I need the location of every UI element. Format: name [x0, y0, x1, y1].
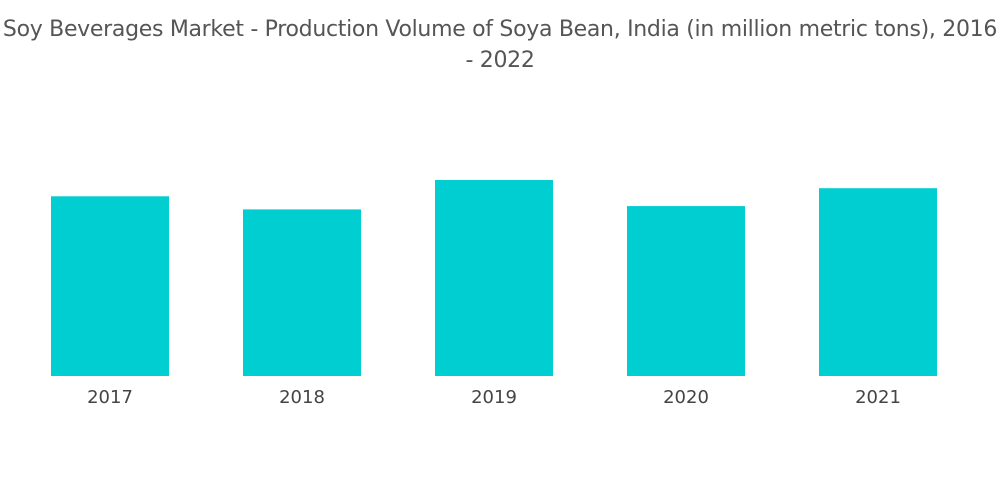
- x-tick-label-2019: 2019: [471, 387, 517, 408]
- x-tick-label-2017: 2017: [87, 387, 133, 408]
- x-tick-label-2021: 2021: [855, 387, 901, 408]
- bars-group: [51, 180, 937, 376]
- bar-2020: [627, 206, 745, 376]
- x-axis-ticks: 2017 2018 2019 2020 2021: [87, 387, 901, 408]
- bar-2018: [243, 209, 361, 376]
- chart-title: Soy Beverages Market - Production Volume…: [2, 17, 998, 73]
- x-tick-label-2020: 2020: [663, 387, 709, 408]
- bar-2017: [51, 196, 169, 376]
- bar-2021: [819, 188, 937, 376]
- bar-2019: [435, 180, 553, 376]
- x-tick-label-2018: 2018: [279, 387, 325, 408]
